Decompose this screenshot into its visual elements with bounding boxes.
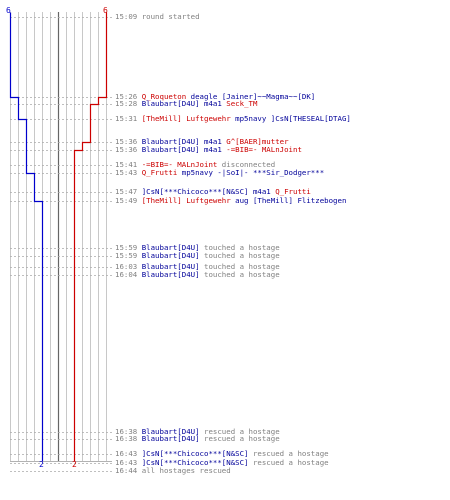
log-time: 15:49 <box>115 196 142 205</box>
log-text: Seck_TM <box>226 99 258 108</box>
log-text: m4a1 <box>199 137 227 146</box>
log-text: m4a1 <box>199 145 227 154</box>
log-row: 15:36 Blaubart[D4U] m4a1 G^[BAER]mutter <box>115 137 289 146</box>
log-time: 16:44 <box>115 466 142 475</box>
log-text: Blaubart[D4U] <box>141 99 200 108</box>
log-text: round started <box>141 12 200 21</box>
log-text: Blaubart[D4U] <box>141 243 200 252</box>
log-text: ]CsN[***Chicoco***[N&SC] <box>141 187 249 196</box>
log-time: 15:59 <box>115 243 142 252</box>
log-row: 15:09 round started <box>115 12 200 21</box>
log-text: ]CsN[***Chicoco***[N&SC] <box>141 449 249 458</box>
log-text: m4a1 <box>248 187 276 196</box>
log-text: -=BIB=- MALnJoint <box>226 145 302 154</box>
log-time: 15:36 <box>115 137 142 146</box>
log-text: rescued a hostage <box>248 458 329 467</box>
log-text: [TheMill] Flitzebogen <box>252 196 347 205</box>
log-time: 15:09 <box>115 12 142 21</box>
log-text: ]CsN[THESEAL[DTAG] <box>270 114 351 123</box>
blue-team-line <box>9 12 44 462</box>
log-row: 15:59 Blaubart[D4U] touched a hostage <box>115 243 280 252</box>
log-time: 15:28 <box>115 99 142 108</box>
log-time: 15:47 <box>115 187 142 196</box>
log-text: touched a hostage <box>199 251 280 260</box>
log-text: Q_Frutti <box>275 187 311 196</box>
log-text: [Jainer]~~Magma~~[DK] <box>221 92 316 101</box>
log-time: 15:43 <box>115 168 142 177</box>
log-text: all hostages rescued <box>141 466 231 475</box>
log-row: 15:49 [TheMill] Luftgewehr aug [TheMill]… <box>115 196 346 205</box>
blue-start-count: 6 <box>6 6 11 15</box>
log-text: disconnected <box>217 160 276 169</box>
red-team-line <box>73 12 108 462</box>
log-text: Blaubart[D4U] <box>141 434 200 443</box>
log-row: 16:43 ]CsN[***Chicoco***[N&SC] rescued a… <box>115 458 329 467</box>
log-time: 15:41 <box>115 160 142 169</box>
log-text: G^[BAER]mutter <box>226 137 289 146</box>
log-row: 15:41 -=BIB=- MALnJoint disconnected <box>115 160 275 169</box>
log-time: 16:43 <box>115 449 142 458</box>
log-row: 15:28 Blaubart[D4U] m4a1 Seck_TM <box>115 99 257 108</box>
red-start-count: 6 <box>103 6 108 15</box>
blue-end-count: 2 <box>39 460 44 469</box>
log-text: touched a hostage <box>199 262 280 271</box>
log-time: 15:26 <box>115 92 142 101</box>
log-text: Blaubart[D4U] <box>141 427 200 436</box>
log-text: -|SoI|- ***Sir_Dodger*** <box>217 168 325 177</box>
log-text: [TheMill] Luftgewehr <box>141 196 231 205</box>
log-time: 16:38 <box>115 427 142 436</box>
log-time: 16:38 <box>115 434 142 443</box>
log-text: mp5navy <box>230 114 271 123</box>
log-row: 16:43 ]CsN[***Chicoco***[N&SC] rescued a… <box>115 449 329 458</box>
log-text: rescued a hostage <box>199 427 280 436</box>
log-text: Q_Roqueton <box>141 92 187 101</box>
red-end-count: 2 <box>72 460 77 469</box>
log-time: 15:31 <box>115 114 142 123</box>
log-text: Q_Frutti <box>141 168 178 177</box>
log-text: [TheMill] Luftgewehr <box>141 114 231 123</box>
log-text: Blaubart[D4U] <box>141 251 200 260</box>
log-text: Blaubart[D4U] <box>141 145 200 154</box>
log-row: 15:43 Q_Frutti mp5navy -|SoI|- ***Sir_Do… <box>115 168 324 177</box>
log-row: 15:26 Q_Roqueton deagle [Jainer]~~Magma~… <box>115 92 315 101</box>
log-time: 16:03 <box>115 262 142 271</box>
log-time: 16:04 <box>115 270 142 279</box>
log-row: 16:38 Blaubart[D4U] rescued a hostage <box>115 427 280 436</box>
log-text: deagle <box>186 92 222 101</box>
log-row: 16:03 Blaubart[D4U] touched a hostage <box>115 262 280 271</box>
log-text: mp5navy <box>177 168 218 177</box>
log-row: 15:47 ]CsN[***Chicoco***[N&SC] m4a1 Q_Fr… <box>115 187 311 196</box>
log-text: touched a hostage <box>199 243 280 252</box>
log-row: 15:59 Blaubart[D4U] touched a hostage <box>115 251 280 260</box>
log-row: 16:38 Blaubart[D4U] rescued a hostage <box>115 434 280 443</box>
log-text: rescued a hostage <box>248 449 329 458</box>
log-text: aug <box>230 196 253 205</box>
log-time: 16:43 <box>115 458 142 467</box>
log-row: 15:31 [TheMill] Luftgewehr mp5navy ]CsN[… <box>115 114 351 123</box>
log-text: ]CsN[***Chicoco***[N&SC] <box>141 458 249 467</box>
log-row: 16:44 all hostages rescued <box>115 466 231 475</box>
log-text: Blaubart[D4U] <box>141 137 200 146</box>
log-text: Blaubart[D4U] <box>141 270 200 279</box>
log-text: -=BIB=- MALnJoint <box>141 160 218 169</box>
log-row: 16:04 Blaubart[D4U] touched a hostage <box>115 270 280 279</box>
log-time: 15:36 <box>115 145 142 154</box>
log-row: 15:36 Blaubart[D4U] m4a1 -=BIB=- MALnJoi… <box>115 145 302 154</box>
log-text: rescued a hostage <box>199 434 280 443</box>
log-text: touched a hostage <box>199 270 280 279</box>
log-text: m4a1 <box>199 99 227 108</box>
log-time: 15:59 <box>115 251 142 260</box>
log-text: Blaubart[D4U] <box>141 262 200 271</box>
